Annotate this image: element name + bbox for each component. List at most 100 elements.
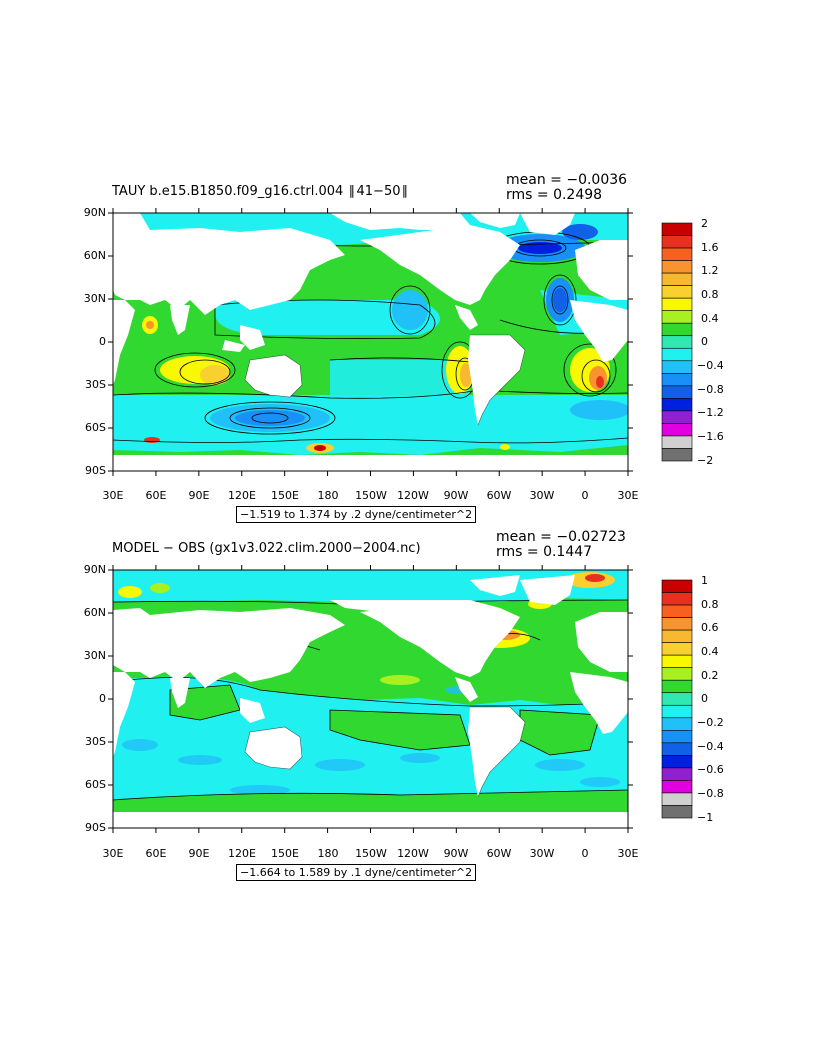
- lat-label: 90N: [83, 563, 106, 576]
- colorbar-swatch: [661, 780, 693, 794]
- lon-label: 30E: [617, 847, 639, 860]
- colorbar-swatch: [661, 373, 693, 387]
- lon-label: 90E: [188, 489, 210, 502]
- colorbar-label: 1.6: [701, 241, 719, 254]
- colorbar-label: 0: [701, 692, 708, 705]
- colorbar-label: 2: [701, 217, 708, 230]
- colorbar-label: 1: [701, 574, 708, 587]
- mean-value: mean = −0.02723: [496, 529, 626, 545]
- colorbar-label: −0.8: [697, 383, 724, 396]
- lon-label: 120E: [228, 489, 256, 502]
- lon-label: 30W: [529, 847, 555, 860]
- colorbar-swatch: [661, 335, 693, 349]
- lon-label: 60W: [486, 847, 512, 860]
- colorbar-label: 1.2: [701, 264, 719, 277]
- colorbar-swatch: [661, 717, 693, 731]
- colorbar-swatch: [661, 285, 693, 299]
- colorbar-swatch: [661, 448, 693, 462]
- lon-label: 150E: [271, 489, 299, 502]
- lat-label: 90N: [83, 206, 106, 219]
- colorbar-label: −1.2: [697, 406, 724, 419]
- lat-label: 60N: [83, 249, 106, 262]
- lon-label: 120W: [397, 489, 429, 502]
- lat-label: 60S: [85, 778, 106, 791]
- colorbar-swatch: [661, 592, 693, 606]
- colorbar-swatch: [661, 272, 693, 286]
- lon-label: 180: [317, 847, 339, 860]
- lat-label: 0: [99, 692, 106, 705]
- colorbar-swatch: [661, 805, 693, 819]
- colorbar-swatch: [661, 398, 693, 412]
- lat-label: 30N: [83, 292, 106, 305]
- lon-label: 150E: [271, 847, 299, 860]
- colorbar-swatch: [661, 742, 693, 756]
- colorbar-swatch: [661, 360, 693, 374]
- contour-range-box: −1.519 to 1.374 by .2 dyne/centimeter^2: [236, 506, 477, 523]
- colorbar-swatch: [661, 692, 693, 706]
- lat-label: 90S: [85, 464, 106, 477]
- lat-label: 30S: [85, 378, 106, 391]
- colorbar-swatch: [661, 222, 693, 236]
- colorbar-label: 0.4: [701, 312, 719, 325]
- colorbar-swatch: [661, 260, 693, 274]
- colorbar-swatch: [661, 767, 693, 781]
- map-tauy: [108, 208, 693, 476]
- lon-label: 30E: [102, 489, 124, 502]
- lon-label: 30E: [617, 489, 639, 502]
- colorbar-swatch: [661, 704, 693, 719]
- colorbar-swatch: [661, 642, 693, 656]
- plot-title: TAUY b.e15.B1850.f09_g16.ctrl.004 ∥ 41−5…: [112, 184, 409, 199]
- colorbar-label: −2: [697, 454, 714, 467]
- lon-label: 90W: [443, 847, 469, 860]
- panel-tauy: TAUY b.e15.B1850.f09_g16.ctrl.004 ∥ 41−5…: [0, 0, 818, 523]
- colorbar-swatch: [661, 755, 693, 769]
- colorbar-swatch: [661, 667, 693, 681]
- lat-label: 60S: [85, 421, 106, 434]
- lat-label: 30N: [83, 649, 106, 662]
- lon-label: 30E: [102, 847, 124, 860]
- colorbar-swatch: [661, 247, 693, 261]
- colorbar-swatch: [661, 730, 693, 744]
- colorbar-swatch: [661, 410, 693, 424]
- colorbar-label: −0.4: [697, 359, 724, 372]
- colorbar-label: −0.6: [697, 763, 724, 776]
- colorbar-swatch: [661, 423, 693, 437]
- colorbar-label: −0.2: [697, 716, 724, 729]
- rms-value: rms = 0.2498: [506, 187, 603, 203]
- lat-label: 30S: [85, 735, 106, 748]
- lon-label: 120E: [228, 847, 256, 860]
- plot-title: MODEL − OBS (gx1v3.022.clim.2000−2004.nc…: [112, 541, 421, 556]
- lon-label: 0: [581, 847, 589, 860]
- panel-model-minus-obs: MODEL − OBS (gx1v3.022.clim.2000−2004.nc…: [0, 520, 818, 1055]
- colorbar-label: −0.4: [697, 740, 724, 753]
- lon-label: 0: [581, 489, 589, 502]
- colorbar-swatch: [661, 435, 693, 449]
- colorbar-label: 0.8: [701, 288, 719, 301]
- colorbar-swatch: [661, 385, 693, 399]
- lon-label: 30W: [529, 489, 555, 502]
- rms-value: rms = 0.1447: [496, 544, 593, 560]
- colorbar-swatch: [661, 654, 693, 668]
- mean-value: mean = −0.0036: [506, 172, 628, 188]
- colorbar-label: −0.8: [697, 787, 724, 800]
- colorbar-label: 0: [701, 335, 708, 348]
- colorbar-swatch: [661, 792, 693, 806]
- lon-label: 150W: [355, 489, 387, 502]
- colorbar-swatch: [661, 297, 693, 311]
- colorbar-swatch: [661, 617, 693, 631]
- colorbar-swatch: [661, 629, 693, 643]
- colorbar-label: 0.2: [701, 669, 719, 682]
- lon-label: 90E: [188, 847, 210, 860]
- colorbar-swatch: [661, 604, 693, 618]
- map-model-minus-obs: [108, 565, 693, 833]
- colorbar-swatch: [661, 235, 693, 249]
- colorbar-label: 0.6: [701, 621, 719, 634]
- lat-label: 90S: [85, 821, 106, 834]
- colorbar-swatch: [661, 347, 693, 362]
- contour-range-box: −1.664 to 1.589 by .1 dyne/centimeter^2: [236, 864, 477, 881]
- lon-label: 60E: [145, 489, 167, 502]
- colorbar-label: −1.6: [697, 430, 724, 443]
- colorbar-swatch: [661, 310, 693, 324]
- lon-label: 90W: [443, 489, 469, 502]
- lon-label: 60W: [486, 489, 512, 502]
